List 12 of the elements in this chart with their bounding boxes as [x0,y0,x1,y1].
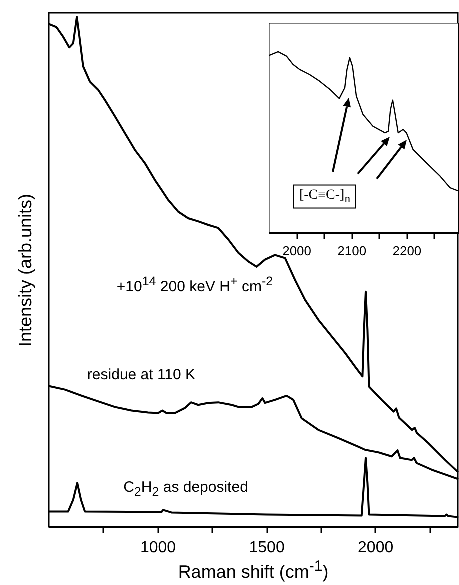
y-axis-title: Intensity (arb.units) [16,194,36,348]
x-tick-label: 1500 [249,540,285,556]
annotation: +10$^{14}$ 200 keV H$^{+}$ cm$^{-2}$ [116,274,274,296]
x-axis-title: Raman shift (cm$^{-1}$) [177,558,330,583]
x-tick-label: 2200 [392,244,422,258]
x-tick-label: 2000 [282,244,312,258]
x-tick-label: 2100 [338,244,367,258]
annotation: residue at 110 K [87,366,196,384]
annotation: C$_{2}$H$_{2}$ as deposited [124,478,248,499]
x-tick-label: 1000 [140,540,176,556]
x-tick-label: 2000 [358,540,394,556]
annotation: [-C≡C-]$_{n}$ [293,184,357,210]
